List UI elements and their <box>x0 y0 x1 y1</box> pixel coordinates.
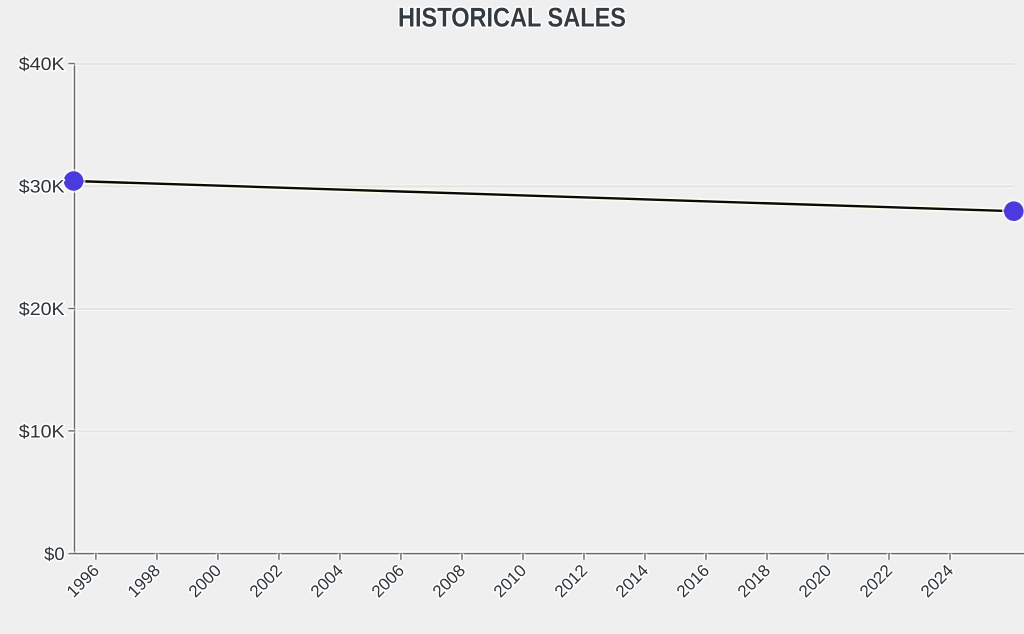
svg-text:$10K: $10K <box>19 421 65 441</box>
svg-text:$40K: $40K <box>19 54 65 74</box>
svg-text:$0: $0 <box>44 544 64 564</box>
svg-text:$30K: $30K <box>19 176 65 196</box>
svg-text:$20K: $20K <box>19 299 65 319</box>
svg-text:HISTORICAL SALES: HISTORICAL SALES <box>398 3 626 33</box>
